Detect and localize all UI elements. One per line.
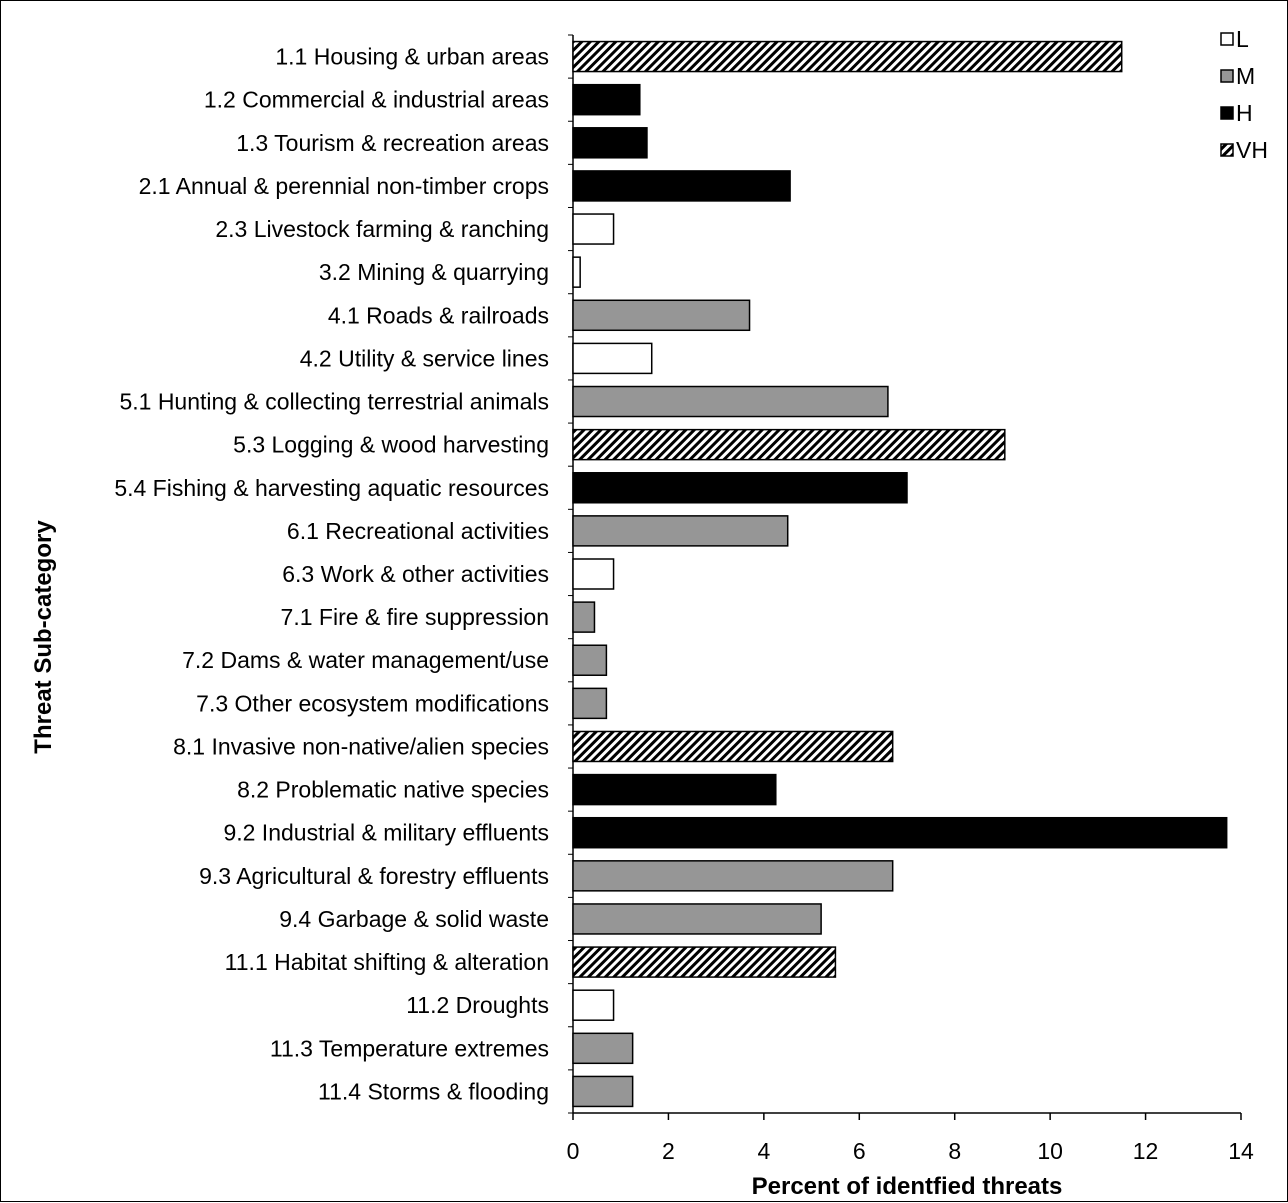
category-label: 7.2 Dams & water management/use [182, 647, 549, 673]
legend-label: L [1236, 26, 1249, 52]
bar [572, 1075, 634, 1108]
category-label: 5.3 Logging & wood harvesting [233, 432, 549, 458]
category-label: 4.1 Roads & railroads [328, 302, 549, 328]
category-label: 8.1 Invasive non-native/alien species [173, 733, 549, 759]
bar [572, 213, 615, 245]
category-label: 11.2 Droughts [406, 992, 549, 1018]
category-label: 8.2 Problematic native species [237, 777, 549, 803]
category-label: 9.2 Industrial & military effluents [223, 820, 549, 846]
bar [572, 946, 837, 978]
category-label: 6.3 Work & other activities [282, 561, 549, 587]
category-label: 7.3 Other ecosystem modifications [196, 690, 549, 716]
bar [572, 860, 894, 892]
bar [572, 385, 889, 418]
x-tick-label: 12 [1133, 1138, 1159, 1164]
category-label: 2.3 Livestock farming & ranching [215, 216, 549, 242]
x-tick-label: 8 [948, 1138, 961, 1164]
bar [572, 687, 608, 720]
bar [572, 428, 1006, 461]
bars [572, 40, 1228, 1108]
bar [572, 342, 653, 375]
x-tick-label: 4 [757, 1138, 770, 1164]
category-label: 11.1 Habitat shifting & alteration [225, 949, 549, 975]
bar [572, 299, 751, 332]
bar [572, 1032, 634, 1065]
bar [572, 644, 608, 676]
category-labels: 1.1 Housing & urban areas 1.2 Commercial … [114, 44, 549, 1105]
bar [572, 989, 615, 1021]
category-label: 6.1 Recreational activities [287, 518, 549, 544]
x-tick-label: 2 [662, 1138, 675, 1164]
bar [572, 558, 615, 590]
category-label: 1.2 Commercial & industrial areas [204, 87, 549, 113]
legend-label: H [1236, 100, 1253, 126]
legend: LMH VH [1220, 26, 1268, 163]
bar [572, 40, 1123, 73]
category-label: 4.2 Utility & service lines [300, 345, 549, 371]
legend-swatch [1220, 32, 1234, 46]
bar [572, 816, 1228, 849]
legend-swatch [1220, 69, 1234, 83]
x-tick-label: 10 [1037, 1138, 1063, 1164]
bar [572, 773, 777, 806]
bar [572, 170, 791, 202]
bar [572, 127, 648, 159]
bar [572, 601, 596, 633]
category-label: 11.3 Temperature extremes [270, 1035, 549, 1061]
category-label: 1.3 Tourism & recreation areas [236, 130, 549, 156]
bar [572, 472, 908, 504]
x-tick-labels: 0 2 4 6 8 10 12 14 [567, 1113, 1254, 1164]
bar [572, 730, 894, 763]
category-label: 7.1 Fire & fire suppression [281, 604, 549, 630]
bar [572, 515, 789, 547]
x-tick-label: 6 [853, 1138, 866, 1164]
legend-swatch [1220, 106, 1234, 120]
category-label: 3.2 Mining & quarrying [319, 259, 549, 285]
legend-label: M [1236, 63, 1255, 89]
category-label: 2.1 Annual & perennial non-timber crops [139, 173, 549, 199]
category-label: 9.4 Garbage & solid waste [279, 906, 549, 932]
x-tick-label: 0 [567, 1138, 580, 1164]
x-axis-title: Percent of identfied threats [752, 1173, 1063, 1200]
legend-swatch [1220, 143, 1234, 157]
bar [572, 256, 581, 288]
x-tick-label: 14 [1228, 1138, 1254, 1164]
bar [572, 83, 641, 116]
category-label: 5.1 Hunting & collecting terrestrial ani… [119, 389, 549, 415]
y-axis-title: Threat Sub-category [30, 520, 57, 754]
bar [572, 903, 822, 935]
category-label: 11.4 Storms & flooding [318, 1078, 549, 1104]
category-label: 1.1 Housing & urban areas [275, 44, 549, 70]
category-label: 5.4 Fishing & harvesting aquatic resourc… [114, 475, 549, 501]
legend-label: VH [1236, 137, 1268, 163]
category-label: 9.3 Agricultural & forestry effluents [199, 863, 549, 889]
